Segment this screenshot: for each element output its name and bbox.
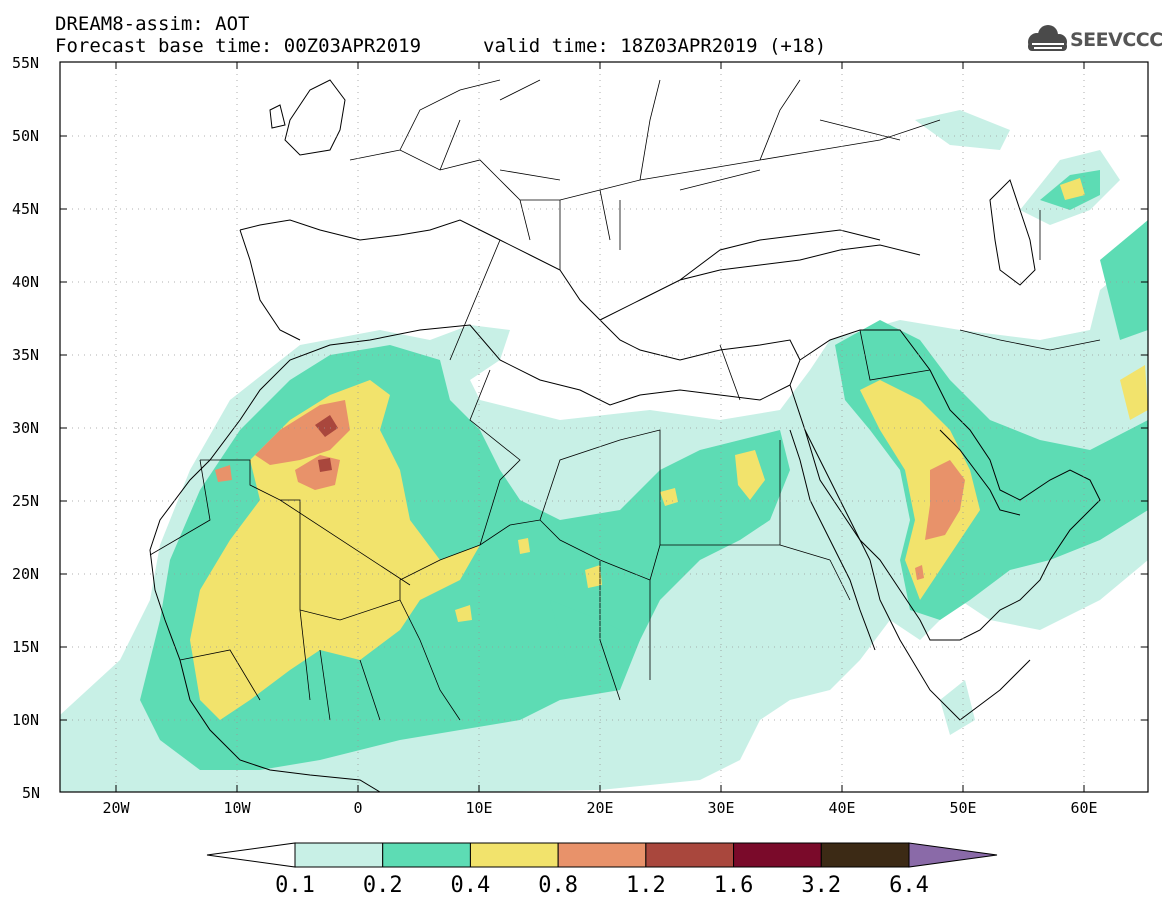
lon-label: 20W (102, 799, 130, 817)
colorbar-label: 0.2 (363, 873, 403, 898)
lon-label: 0 (353, 799, 362, 817)
coastlines-borders (149, 79, 1101, 792)
coastline-gulf (939, 429, 1021, 516)
lon-label: 10W (223, 799, 251, 817)
aot-contour-0.4 (1120, 365, 1148, 420)
gridlines (60, 62, 1148, 792)
aot-contour-0.4 (1060, 178, 1085, 200)
aot-contour-0.4 (735, 450, 765, 500)
colorbar-label: 6.4 (889, 873, 929, 898)
lon-labels: 20W 10W 0 10E 20E 30E 40E 50E 60E (102, 799, 1097, 817)
coastline-europe (239, 219, 921, 361)
lat-label: 15N (12, 638, 39, 656)
aot-contour-0.4 (190, 380, 480, 720)
colorbar-segment (645, 842, 735, 868)
forecast-base-time: Forecast base time: 00Z03APR2019 (55, 35, 422, 57)
colorbar-segment (294, 842, 384, 868)
lat-label: 40N (12, 273, 39, 291)
lat-label: 25N (12, 492, 39, 510)
country-borders (149, 79, 1101, 721)
coastline-arabia (799, 329, 1101, 641)
colorbar-label: 0.1 (275, 873, 315, 898)
coastline-redsea (789, 429, 876, 651)
lon-label: 60E (1070, 799, 1097, 817)
aot-contour-0.2 (550, 600, 640, 680)
country-borders (349, 79, 941, 241)
colorbar-segment (820, 842, 910, 868)
aot-contour-1.2 (318, 458, 332, 472)
lon-label: 40E (828, 799, 855, 817)
aot-contour-0.8 (925, 460, 965, 540)
cloud-icon (1028, 25, 1067, 51)
aot-contour-0.8 (215, 465, 232, 482)
aot-contour-0.8 (915, 565, 924, 580)
aot-contour-0.4 (455, 605, 472, 622)
colorbar-segment (382, 842, 471, 868)
aot-contour-0.4 (860, 380, 980, 600)
coastline-uk (269, 79, 346, 156)
aot-contour-0.1 (940, 680, 975, 735)
lat-label: 45N (12, 200, 39, 218)
lon-label: 10E (465, 799, 492, 817)
aot-contour-0.4 (585, 565, 602, 588)
lon-label: 50E (949, 799, 976, 817)
lat-label: 20N (12, 565, 39, 583)
colorbar-label: 0.8 (538, 873, 578, 898)
map-frame (59, 61, 1149, 793)
colorbar-label: 1.6 (714, 873, 754, 898)
lon-label: 30E (707, 799, 734, 817)
colorbar-label: 0.4 (451, 873, 491, 898)
colorbar-label: 3.2 (801, 873, 841, 898)
colorbar: 0.1 0.2 0.4 0.8 1.2 1.6 3.2 6.4 (206, 842, 998, 898)
lat-label: 5N (22, 784, 40, 802)
lat-label: 55N (12, 54, 39, 72)
lat-label: 35N (12, 346, 39, 364)
colorbar-extend-low (206, 842, 296, 868)
forecast-times: Forecast base time: 00Z03APR2019 valid ti… (55, 35, 826, 57)
lat-label: 30N (12, 419, 39, 437)
map-title: DREAM8-assim: AOT (55, 13, 250, 35)
aot-contour-0.4 (518, 538, 530, 554)
colorbar-segment (469, 842, 559, 868)
colorbar-segment (733, 842, 822, 868)
colorbar-extend-high (908, 842, 998, 868)
aot-contour-1.2 (315, 415, 338, 437)
coastline-africa (149, 324, 1031, 792)
aot-field (60, 62, 1148, 792)
logo-text: SEEVCCC (1070, 29, 1163, 51)
aot-contour-0.4 (660, 488, 678, 506)
colorbar-segment (557, 842, 647, 868)
tick-marks (60, 61, 1148, 793)
lat-label: 50N (12, 127, 39, 145)
lat-label: 10N (12, 711, 39, 729)
aot-contour-0.2 (1100, 220, 1148, 340)
valid-time: valid time: 18Z03APR2019 (+18) (483, 35, 827, 57)
lon-label: 20E (586, 799, 613, 817)
colorbar-label: 1.2 (626, 873, 666, 898)
coastline-caspian (989, 179, 1036, 286)
aot-contour-0.8 (255, 400, 350, 465)
lat-labels: 55N 50N 45N 40N 35N 30N 25N 20N 15N 10N … (12, 54, 40, 802)
